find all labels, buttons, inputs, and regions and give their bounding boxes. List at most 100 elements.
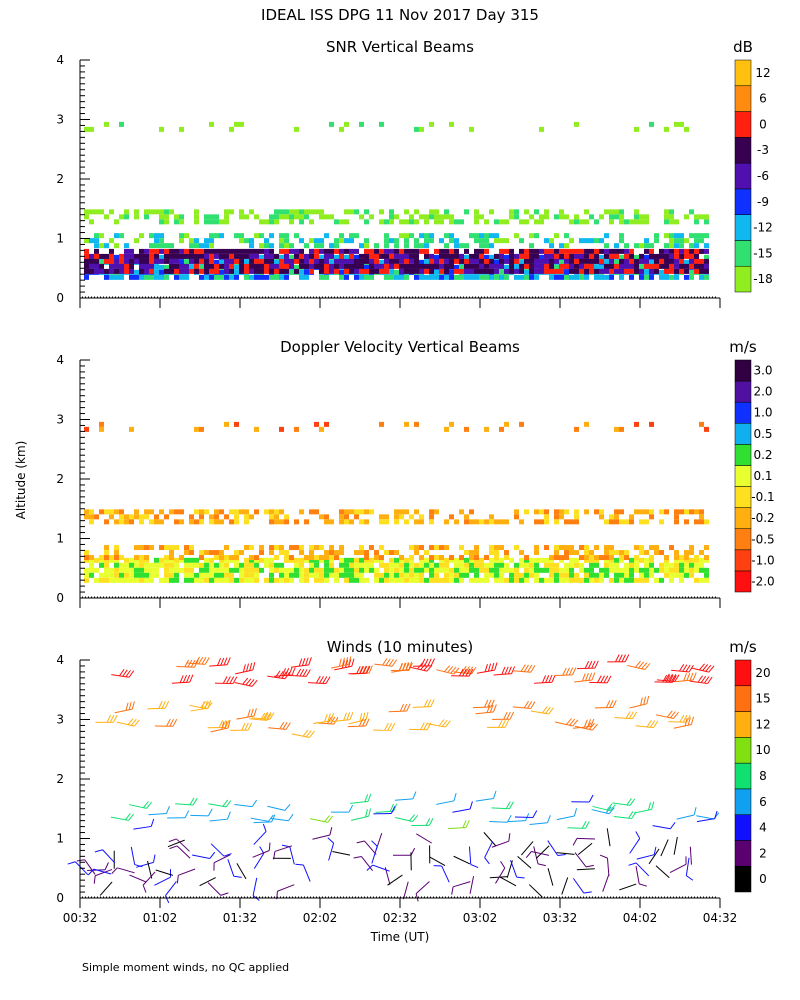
wind-barb-feather — [281, 671, 287, 679]
wind-barb-feather — [572, 838, 578, 846]
heatmap-cell — [504, 258, 509, 264]
heatmap-cell — [544, 519, 549, 525]
wind-barb-feather — [338, 658, 342, 667]
heatmap-cell — [314, 572, 319, 578]
heatmap-cell — [429, 519, 434, 525]
heatmap-cell — [124, 263, 129, 269]
wind-barb-feather — [628, 862, 637, 866]
wind-barb-feather — [639, 883, 647, 887]
wind-barb-feather — [557, 854, 566, 857]
wind-barb-feather — [186, 674, 191, 683]
wind-barb-feather — [351, 658, 355, 667]
heatmap-cell — [499, 519, 504, 525]
heatmap-cell — [424, 238, 429, 244]
heatmap-cell — [289, 258, 294, 264]
heatmap-cell — [129, 577, 134, 583]
heatmap-cell — [699, 268, 704, 274]
heatmap-cell — [549, 258, 554, 264]
heatmap-cell — [569, 572, 574, 578]
heatmap-cell — [179, 233, 184, 239]
heatmap-cell — [679, 248, 684, 254]
wind-barb-feather — [629, 798, 636, 806]
heatmap-cell — [664, 268, 669, 274]
wind-barb — [483, 832, 497, 847]
wind-barb-feather — [401, 663, 407, 671]
heatmap-cell — [129, 567, 134, 573]
wind-barb-feather — [223, 657, 228, 666]
heatmap-cell — [474, 219, 479, 225]
wind-barb — [133, 825, 152, 830]
heatmap-cell — [294, 253, 299, 259]
heatmap-cell — [354, 268, 359, 274]
heatmap-cell — [679, 572, 684, 578]
heatmap-cell — [224, 545, 229, 551]
heatmap-cell — [604, 557, 609, 563]
heatmap-cell — [194, 268, 199, 274]
heatmap-cell — [544, 562, 549, 568]
wind-barb-feather — [643, 696, 647, 705]
heatmap-cell — [434, 269, 439, 275]
heatmap-cell — [524, 572, 529, 578]
heatmap-cell — [509, 572, 514, 578]
heatmap-cell — [209, 214, 214, 220]
heatmap-cell — [289, 209, 294, 215]
heatmap-cell — [609, 274, 614, 280]
heatmap-cell — [404, 562, 409, 568]
heatmap-cell — [494, 577, 499, 583]
heatmap-cell — [339, 258, 344, 264]
y-axis-label: Altitude (km) — [14, 441, 28, 520]
colorbar-label: 1.0 — [753, 406, 772, 420]
heatmap-cell — [389, 248, 394, 254]
heatmap-cell — [344, 509, 349, 515]
heatmap-cell — [369, 248, 374, 254]
heatmap-cell — [89, 567, 94, 573]
heatmap-cell — [244, 248, 249, 254]
heatmap-cell — [494, 557, 499, 563]
heatmap-cell — [324, 421, 329, 427]
heatmap-cell — [479, 274, 484, 280]
heatmap-cell — [574, 572, 579, 578]
heatmap-cell — [519, 268, 524, 274]
heatmap-cell — [429, 121, 434, 127]
heatmap-cell — [414, 238, 419, 244]
heatmap-cell — [619, 209, 624, 215]
heatmap-cell — [489, 243, 494, 249]
heatmap-cell — [134, 209, 139, 215]
heatmap-cell — [699, 233, 704, 239]
heatmap-cell — [529, 557, 534, 563]
wind-barb-feather — [451, 886, 454, 895]
heatmap-cell — [644, 219, 649, 225]
heatmap-cell — [604, 259, 609, 265]
colorbar-label: 2 — [759, 846, 767, 860]
heatmap-cell — [224, 258, 229, 264]
wind-barb-feather — [548, 707, 554, 715]
heatmap-cell — [144, 209, 149, 215]
heatmap-cell — [104, 567, 109, 573]
heatmap-cell — [409, 562, 414, 568]
wind-barb — [491, 840, 510, 848]
heatmap-cell — [164, 258, 169, 264]
heatmap-cell — [649, 572, 654, 578]
heatmap-cell — [344, 562, 349, 568]
heatmap-cell — [114, 555, 119, 561]
heatmap-cell — [474, 268, 479, 274]
heatmap-cell — [384, 268, 389, 274]
heatmap-cell — [179, 238, 184, 244]
heatmap-cell — [239, 562, 244, 568]
heatmap-cell — [479, 248, 484, 254]
heatmap-cell — [394, 263, 399, 269]
heatmap-cell — [419, 562, 424, 568]
heatmap-cell — [199, 253, 204, 259]
heatmap-cell — [494, 263, 499, 269]
heatmap-cell — [504, 219, 509, 225]
heatmap-cell — [159, 509, 164, 515]
heatmap-cell — [644, 214, 649, 220]
heatmap-cell — [259, 263, 264, 269]
heatmap-cell — [379, 514, 384, 520]
wind-barb — [129, 874, 147, 883]
wind-barb-feather — [388, 658, 394, 667]
heatmap-cell — [154, 572, 159, 578]
heatmap-cell — [344, 567, 349, 573]
heatmap-cell — [84, 268, 89, 274]
wind-barb-feather — [247, 709, 251, 718]
